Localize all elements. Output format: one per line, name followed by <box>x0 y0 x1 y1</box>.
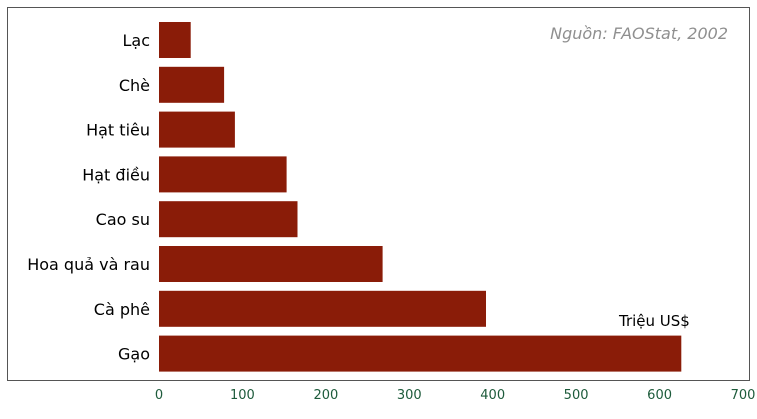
category-label-che: Chè <box>119 76 150 95</box>
x-tick-label-100: 100 <box>230 388 255 403</box>
category-label-hoa-qua-va-rau: Hoa quả và rau <box>27 255 150 274</box>
category-label-ca-phe: Cà phê <box>94 300 150 319</box>
bars-group <box>159 22 682 372</box>
x-tick-label-700: 700 <box>731 388 756 403</box>
unit-label: Triệu US$ <box>618 312 690 330</box>
bar-cao-su <box>159 201 298 238</box>
x-tick-label-500: 500 <box>564 388 589 403</box>
category-label-lac: Lạc <box>122 31 150 50</box>
x-tick-labels: 0 100 200 300 400 500 600 700 <box>155 388 756 403</box>
x-tick-label-300: 300 <box>397 388 422 403</box>
bar-ca-phe <box>159 290 486 327</box>
bar-hoa-qua-va-rau <box>159 246 383 282</box>
bar-che <box>159 66 225 103</box>
x-tick-label-600: 600 <box>647 388 672 403</box>
bar-gao <box>159 335 682 372</box>
category-label-hat-dieu: Hạt điều <box>82 165 150 184</box>
category-label-hat-tieu: Hạt tiêu <box>86 121 150 140</box>
x-tick-label-0: 0 <box>155 388 163 403</box>
category-label-gao: Gạo <box>118 345 150 364</box>
category-label-cao-su: Cao su <box>96 210 150 229</box>
source-note: Nguồn: FAOStat, 2002 <box>550 24 728 43</box>
bar-lac <box>159 22 191 58</box>
x-tick-label-200: 200 <box>313 388 338 403</box>
x-tick-label-400: 400 <box>480 388 505 403</box>
bar-hat-dieu <box>159 156 287 193</box>
bar-hat-tieu <box>159 111 235 148</box>
category-labels: Lạc Chè Hạt tiêu Hạt điều Cao su Hoa quả và r… <box>27 31 150 364</box>
